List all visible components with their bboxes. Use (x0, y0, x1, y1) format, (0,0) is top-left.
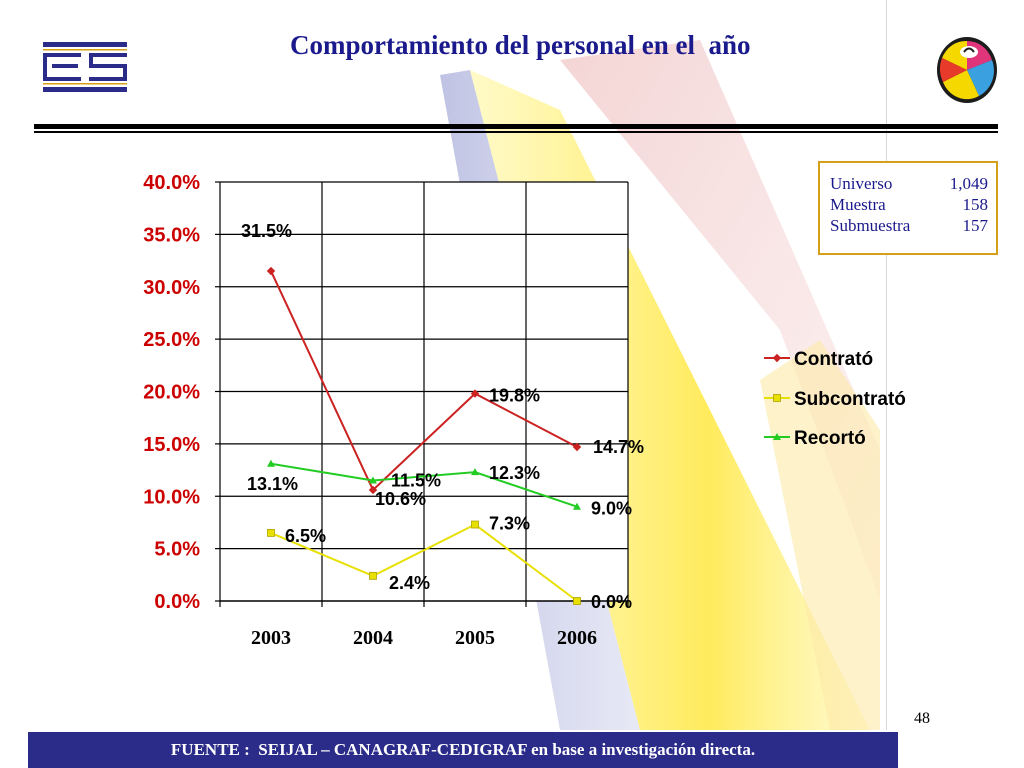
info-value: 1,049 (949, 174, 988, 193)
y-tick-label: 5.0% (154, 539, 200, 561)
data-label: 11.5% (391, 471, 441, 491)
info-row-submuestra: Submuestra 157 (830, 215, 988, 236)
x-tick-label: 2006 (557, 627, 597, 649)
data-label: 14.7% (593, 437, 644, 457)
data-point (573, 502, 581, 510)
info-row-universo: Universo 1,049 (830, 173, 988, 194)
sample-info-box: Universo 1,049 Muestra 158 Submuestra 15… (818, 161, 998, 255)
data-point (573, 597, 581, 605)
legend-marker (772, 353, 782, 363)
data-point (266, 266, 276, 276)
info-value: 157 (962, 216, 989, 235)
y-tick-label: 15.0% (143, 434, 200, 456)
legend-label: Subcontrató (794, 389, 906, 410)
y-tick-label: 10.0% (143, 486, 200, 508)
data-label: 12.3% (489, 463, 540, 483)
legend-marker (773, 394, 781, 402)
data-label: 6.5% (285, 526, 326, 546)
info-label: Muestra (830, 195, 886, 214)
title-divider-thin (34, 131, 998, 133)
data-point (369, 571, 377, 580)
series-line (270, 270, 578, 492)
series-line (270, 462, 578, 508)
slide-title: Comportamiento del personal en el año (290, 30, 751, 60)
data-point (470, 389, 480, 398)
data-label: 13.1% (247, 474, 298, 494)
data-point (471, 468, 479, 476)
legend-label: Recortó (794, 428, 866, 449)
info-label: Universo (830, 174, 893, 193)
organization-logo (40, 40, 130, 99)
data-label: 2.4% (389, 573, 430, 593)
series-line (270, 523, 578, 602)
data-label: 7.3% (489, 514, 530, 534)
x-tick-label: 2005 (455, 627, 495, 649)
circle-logo (934, 30, 1004, 111)
info-value: 158 (962, 195, 989, 214)
data-label: 19.8% (489, 386, 540, 406)
data-point (471, 520, 479, 529)
y-tick-label: 30.0% (143, 277, 200, 299)
data-label: 9.0% (591, 499, 632, 519)
data-point (369, 476, 377, 484)
source-footer: FUENTE : SEIJAL – CANAGRAF-CEDIGRAF en b… (28, 732, 898, 768)
data-point (267, 529, 275, 537)
info-label: Submuestra (830, 216, 911, 235)
title-divider (34, 124, 998, 129)
y-tick-label: 40.0% (143, 172, 200, 194)
data-label: 0.0% (591, 592, 632, 612)
info-row-muestra: Muestra 158 (830, 194, 988, 215)
x-tick-label: 2004 (353, 627, 393, 649)
y-tick-label: 0.0% (154, 591, 200, 613)
legend-marker (773, 433, 781, 440)
page-number: 48 (914, 710, 930, 727)
data-point (572, 442, 582, 452)
y-tick-label: 35.0% (143, 224, 200, 246)
data-point (368, 485, 378, 495)
data-label: 31.5% (241, 221, 292, 241)
right-border-line (886, 0, 887, 730)
y-tick-label: 20.0% (143, 382, 200, 404)
data-label: 10.6% (375, 489, 426, 509)
x-tick-label: 2003 (251, 627, 291, 649)
data-point (267, 459, 275, 467)
y-tick-label: 25.0% (143, 329, 200, 351)
legend-label: Contrató (794, 349, 873, 370)
